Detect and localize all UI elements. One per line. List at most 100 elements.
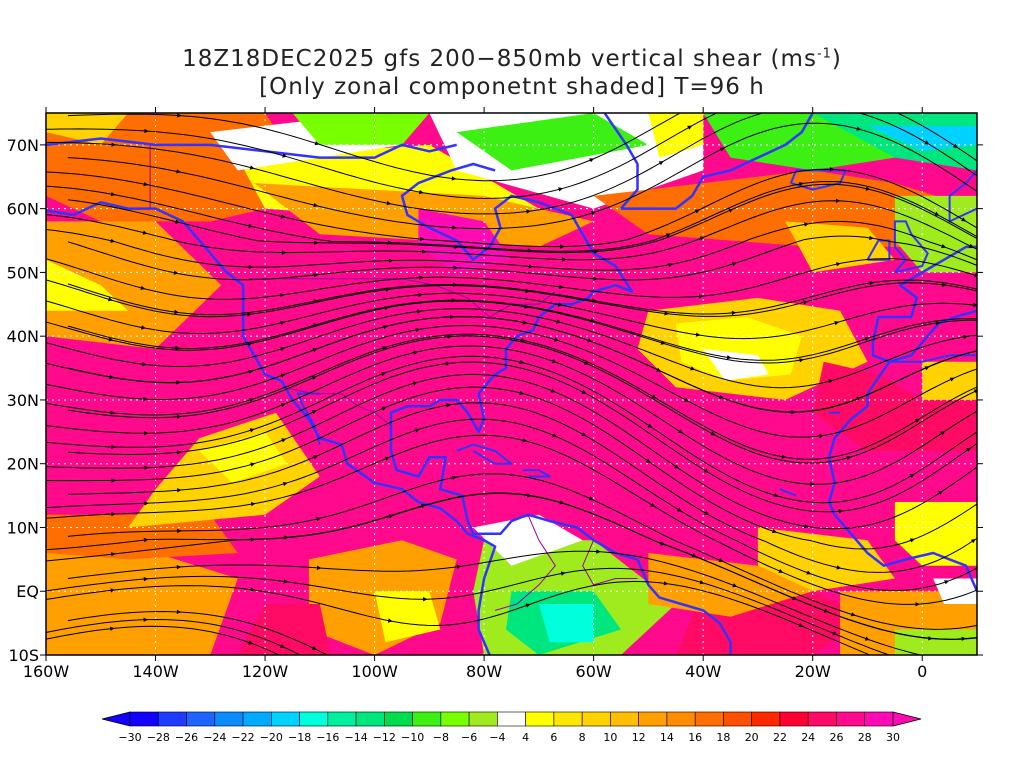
colorbar-label: −26 — [175, 731, 198, 744]
streamline-arrowhead — [524, 304, 529, 309]
streamline-arrowhead — [1003, 318, 1008, 322]
streamline-arrowhead — [111, 478, 117, 483]
colorbar-segment — [299, 711, 329, 727]
colorbar-left-triangle — [101, 711, 131, 727]
colorbar-segment — [214, 711, 244, 727]
streamline-arrowhead — [143, 617, 149, 622]
streamline-arrowhead — [828, 379, 834, 384]
streamline-arrowhead — [522, 438, 528, 443]
streamline-arrowhead — [940, 431, 946, 436]
streamline-arrowhead — [525, 288, 531, 294]
streamline-arrowhead — [415, 327, 421, 333]
streamline-arrowhead — [415, 428, 420, 433]
shade-pacific-dk-orange — [46, 514, 238, 560]
colorbar-label: 22 — [773, 731, 787, 744]
streamline-arrowhead — [677, 507, 682, 512]
streamline-arrowhead — [248, 369, 254, 374]
streamline — [46, 300, 977, 364]
streamline-arrowhead — [280, 214, 286, 219]
streamline — [67, 235, 977, 281]
colorbar-segment — [412, 711, 442, 727]
colorbar-segment — [468, 711, 498, 727]
streamline-arrowhead — [931, 675, 936, 679]
colorbar: −30 −28 −26 −24 −22 −20 −18 −16 −14 −12 −10 −8 −6 −4 4… — [101, 711, 922, 744]
streamline-arrowhead — [557, 302, 563, 307]
streamline-arrowhead — [995, 247, 1000, 251]
colorbar-segment — [355, 711, 385, 727]
streamline-arrowhead — [835, 198, 841, 203]
streamline-arrowhead — [838, 509, 844, 514]
streamline-arrowhead — [665, 233, 671, 238]
colorbar-segment — [779, 711, 809, 727]
streamline-arrowhead — [559, 284, 564, 289]
streamline — [67, 550, 923, 655]
border-guianas — [582, 540, 638, 586]
streamline — [46, 113, 977, 199]
colorbar-label: −24 — [203, 731, 226, 744]
streamline-arrowhead — [850, 612, 856, 617]
streamline-arrowhead — [699, 580, 705, 585]
streamline-arrowhead — [699, 236, 705, 241]
streamline-arrowhead — [283, 579, 289, 584]
streamline-arrowhead — [658, 161, 664, 166]
map-title-line-2: [Only zonal componetnt shaded] T=96 h — [259, 74, 765, 100]
streamline — [46, 333, 977, 460]
x-tick-label: 140W — [132, 662, 179, 681]
streamline-arrowhead — [934, 211, 940, 216]
streamline-arrowhead — [280, 403, 286, 408]
map-frame — [45, 112, 978, 656]
streamline-arrowhead — [111, 552, 116, 557]
streamline-arrowhead — [961, 636, 967, 641]
streamline — [67, 279, 977, 316]
streamline-arrowhead — [142, 230, 148, 235]
streamline-arrowhead — [280, 373, 286, 378]
colorbar-segment — [807, 711, 837, 727]
streamline-arrowhead — [387, 240, 393, 245]
colorbar-segment — [440, 711, 470, 727]
streamline — [67, 402, 977, 573]
streamline-arrowhead — [970, 539, 976, 544]
colorbar-label: −16 — [316, 731, 339, 744]
shade-colombia-white — [473, 514, 583, 566]
streamline-arrowhead — [819, 433, 825, 439]
streamline — [67, 361, 977, 513]
streamline-arrowhead — [963, 334, 968, 340]
colorbar-segment — [553, 711, 583, 727]
streamline — [46, 258, 977, 300]
x-tick-label: 80W — [466, 662, 502, 681]
lat-lon-grid — [46, 113, 977, 655]
streamline — [67, 113, 682, 182]
streamline-arrowhead — [915, 418, 920, 423]
streamline-arrowhead — [248, 223, 254, 228]
streamline-arrowhead — [731, 310, 737, 316]
streamline-arrowhead — [558, 187, 564, 192]
streamline-arrowhead — [108, 297, 113, 302]
streamline-arrowhead — [581, 432, 587, 437]
streamline-arrowhead — [1003, 660, 1008, 664]
streamline-arrowhead — [111, 444, 116, 449]
streamline — [46, 324, 977, 438]
streamline-arrowhead — [791, 410, 796, 415]
streamline-arrowhead — [144, 501, 149, 506]
streamline-arrowhead — [694, 209, 700, 214]
streamline-arrowhead — [176, 414, 182, 419]
x-tick-label: 20W — [795, 662, 831, 681]
streamline-arrowhead — [941, 244, 947, 249]
streamline — [46, 200, 977, 261]
streamline-arrowhead — [647, 423, 653, 428]
streamline-arrowhead — [1004, 275, 1009, 279]
streamline-arrowhead — [282, 153, 288, 158]
streamline-arrowhead — [823, 608, 829, 613]
y-tick-label: 10N — [7, 518, 39, 537]
streamline — [46, 279, 977, 318]
streamline-arrowhead — [249, 428, 255, 433]
streamline-arrowhead — [110, 626, 115, 631]
streamline-arrowhead — [110, 238, 116, 243]
colorbar-segment — [694, 711, 724, 727]
streamline-arrowhead — [109, 374, 115, 380]
colorbar-label: −12 — [373, 731, 396, 744]
streamline-arrowhead — [552, 433, 558, 438]
streamline-arrowhead — [559, 500, 565, 505]
streamline-arrowhead — [177, 450, 182, 455]
map-axes: 160W 140W 120W 100W 80W 60W 40W 20W 0 70N 60N 50N 40… — [7, 107, 983, 681]
